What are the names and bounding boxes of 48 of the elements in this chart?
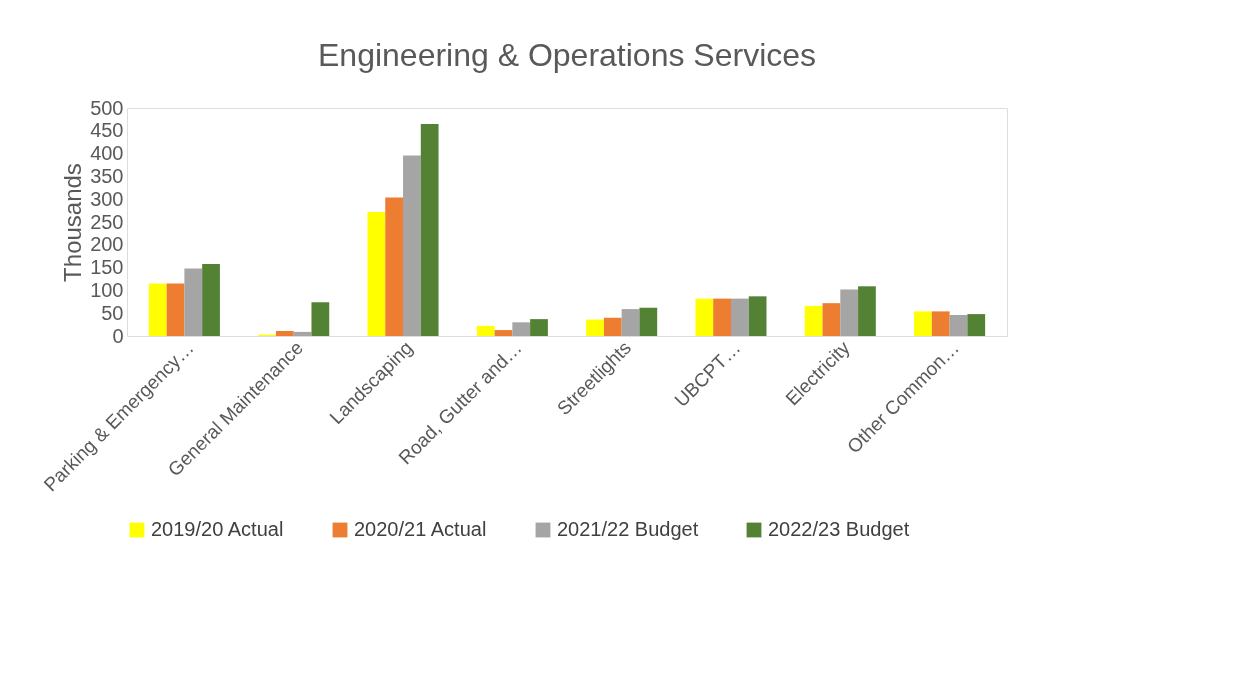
y-tick-label: 500 — [90, 96, 124, 119]
bar — [730, 298, 749, 336]
y-tick-label: 450 — [90, 119, 124, 142]
bar — [586, 319, 604, 336]
bar — [603, 317, 622, 336]
bar — [512, 322, 531, 336]
y-tick-label: 0 — [112, 324, 124, 347]
bar — [914, 311, 932, 336]
bar — [621, 309, 640, 336]
bar — [275, 330, 294, 336]
bar — [494, 330, 513, 336]
bar — [695, 298, 714, 336]
y-tick-label: 400 — [90, 142, 124, 165]
legend-label: 2022/23 Budget — [768, 518, 910, 540]
chart-title: Engineering & Operations Services — [317, 37, 817, 73]
bar — [858, 286, 876, 336]
legend-label: 2020/21 Actual — [354, 518, 487, 540]
bar — [367, 211, 386, 336]
y-tick-label: 100 — [90, 278, 124, 301]
y-tick-label: 250 — [90, 210, 124, 233]
bar — [293, 331, 312, 336]
bar — [202, 263, 220, 336]
bar — [166, 283, 185, 336]
bar — [403, 155, 421, 336]
bar — [148, 283, 167, 336]
y-tick-label: 350 — [90, 164, 124, 187]
legend-label: 2019/20 Actual — [151, 518, 284, 540]
bar — [822, 303, 841, 336]
y-tick-label: 50 — [101, 301, 124, 324]
bar — [420, 123, 439, 336]
bar — [385, 197, 404, 336]
bar — [311, 302, 330, 336]
bar — [713, 298, 731, 336]
bar — [476, 325, 495, 336]
bar — [840, 289, 859, 336]
y-tick-label: 300 — [90, 187, 124, 210]
bar — [748, 296, 767, 336]
y-tick-label: 150 — [90, 256, 124, 279]
bar — [639, 307, 658, 336]
bar — [530, 319, 548, 336]
bar — [949, 315, 968, 336]
y-axis-title: Thousands — [59, 163, 87, 282]
y-tick-label: 200 — [90, 233, 124, 256]
bar — [184, 268, 203, 336]
legend-label: 2021/22 Budget — [557, 518, 699, 540]
bar — [804, 305, 823, 336]
bar — [967, 314, 986, 336]
bar — [931, 311, 950, 336]
